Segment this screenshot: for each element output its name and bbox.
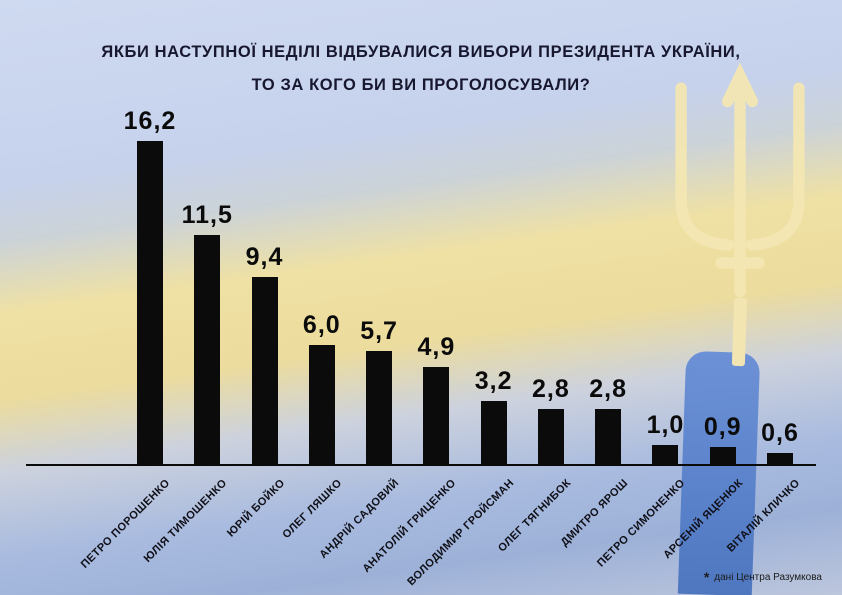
bar-value-label: 2,8 bbox=[589, 375, 628, 403]
footnote: * дані Центра Разумкова bbox=[704, 569, 822, 585]
trident-emblem-icon bbox=[675, 62, 805, 298]
bar bbox=[652, 445, 679, 465]
bar-value-label: 0,9 bbox=[703, 413, 742, 441]
bar bbox=[767, 453, 793, 465]
bar-value-label: 16,2 bbox=[123, 107, 177, 135]
bar-value-label: 6,0 bbox=[302, 311, 341, 339]
bar-value-label: 1,0 bbox=[646, 411, 685, 439]
chart-title: ЯКБИ НАСТУПНОЇ НЕДІЛІ ВІДБУВАЛИСЯ ВИБОРИ… bbox=[30, 36, 812, 102]
bar bbox=[595, 409, 622, 465]
bar-value-label: 2,8 bbox=[532, 375, 570, 403]
bar bbox=[537, 409, 564, 465]
bar bbox=[137, 141, 163, 465]
chart-baseline bbox=[26, 464, 816, 466]
bar bbox=[709, 447, 736, 465]
footnote-asterisk: * bbox=[703, 569, 710, 585]
bar-value-label: 11,5 bbox=[181, 201, 233, 229]
bar bbox=[366, 351, 393, 465]
bar-value-label: 9,4 bbox=[245, 243, 284, 271]
bar bbox=[194, 235, 221, 465]
bar-value-label: 4,9 bbox=[417, 333, 456, 361]
bar bbox=[308, 345, 335, 465]
bar bbox=[251, 277, 278, 465]
chart-title-line2: ТО ЗА КОГО БИ ВИ ПРОГОЛОСУВАЛИ? bbox=[251, 76, 591, 94]
bar-category-label: ПЕТРО ПОРОШЕНКО bbox=[78, 477, 173, 571]
footnote-text: дані Центра Разумкова bbox=[714, 572, 822, 583]
bar-value-label: 5,7 bbox=[360, 317, 398, 345]
bar bbox=[480, 401, 507, 465]
chart-title-line1: ЯКБИ НАСТУПНОЇ НЕДІЛІ ВІДБУВАЛИСЯ ВИБОРИ… bbox=[101, 43, 741, 61]
bar bbox=[423, 367, 450, 465]
bar-value-label: 0,6 bbox=[761, 419, 799, 447]
bar-value-label: 3,2 bbox=[474, 367, 513, 395]
